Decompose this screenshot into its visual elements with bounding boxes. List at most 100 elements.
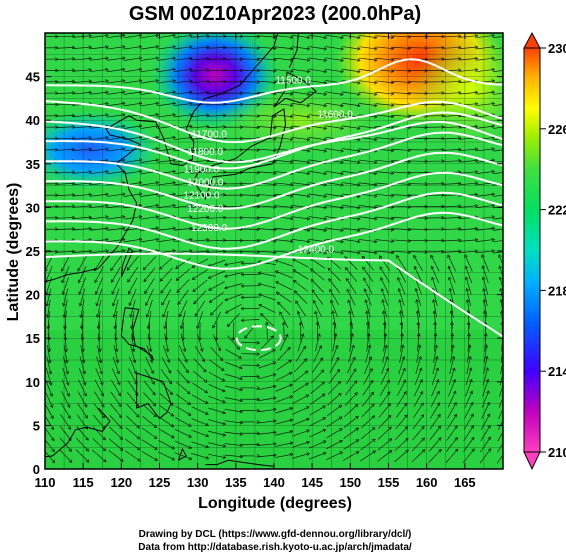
streamline-arrow — [189, 79, 193, 83]
streamline-arrow — [100, 392, 104, 397]
streamline-arrow — [189, 101, 193, 106]
streamline-arrow — [224, 297, 229, 302]
streamline-arrow — [66, 404, 71, 408]
streamline-segment — [411, 449, 426, 463]
streamline-segment — [297, 311, 304, 329]
streamline-arrow — [437, 437, 442, 441]
streamline-segment — [61, 255, 71, 272]
streamline-arrow — [172, 147, 176, 151]
streamline-segment — [309, 257, 326, 269]
streamline-segment — [123, 102, 142, 107]
y-tick-label: 0 — [33, 462, 40, 477]
streamline-arrow — [288, 371, 293, 376]
streamline-segment — [293, 370, 308, 383]
streamline-arrow — [373, 216, 378, 221]
streamline-segment — [450, 310, 453, 329]
streamline-arrow — [453, 390, 457, 395]
streamline-arrow — [323, 182, 328, 187]
streamline-arrow — [189, 192, 193, 197]
streamline-arrow — [351, 344, 355, 349]
streamline-segment — [258, 250, 277, 253]
streamline-segment — [325, 148, 344, 152]
contour-label: 12300.0 — [191, 223, 228, 234]
streamline-arrow — [508, 113, 511, 116]
streamline-segment — [375, 171, 394, 174]
streamline-arrow — [172, 237, 176, 242]
streamline-arrow — [355, 415, 359, 420]
coastline — [120, 247, 134, 278]
streamline-segment — [327, 381, 341, 395]
streamline-arrow — [222, 136, 227, 141]
streamline-arrow — [368, 356, 373, 360]
streamline-segment — [295, 300, 306, 317]
streamline-arrow — [55, 181, 59, 186]
streamline-segment — [497, 431, 503, 442]
streamline-arrow — [474, 68, 479, 72]
coastline — [98, 33, 279, 269]
streamline-arrow — [468, 355, 472, 360]
streamline-segment — [56, 69, 75, 72]
streamline-arrow — [205, 411, 209, 416]
streamline-arrow — [407, 182, 412, 187]
streamline-arrow — [162, 313, 166, 318]
streamline-arrow — [61, 279, 65, 284]
streamline-segment — [81, 333, 84, 352]
streamline-segment — [292, 394, 309, 404]
streamline-segment — [159, 404, 174, 417]
streamline-arrow — [321, 381, 325, 386]
streamline-arrow — [120, 458, 124, 462]
streamline-segment — [190, 250, 209, 253]
streamline-arrow — [96, 314, 100, 319]
streamline-arrow — [467, 332, 471, 337]
streamline-arrow — [273, 193, 277, 198]
streamline-arrow — [441, 147, 445, 152]
streamline-arrow — [415, 299, 419, 303]
streamline-segment — [342, 80, 361, 84]
streamline-arrow — [469, 378, 473, 383]
streamline-arrow — [155, 33, 160, 38]
streamline-segment — [275, 407, 293, 414]
streamline-segment — [113, 299, 119, 318]
streamline-segment — [275, 372, 293, 382]
streamline-arrow — [88, 215, 93, 220]
streamline-arrow — [474, 192, 479, 197]
contour-label: 12000.0 — [187, 178, 224, 189]
streamline-segment — [110, 403, 122, 418]
streamline-arrow — [194, 313, 198, 317]
streamline-arrow — [122, 101, 126, 106]
streamline-arrow — [222, 125, 227, 129]
streamline-arrow — [371, 403, 375, 408]
streamline-arrow — [186, 380, 190, 384]
streamline-arrow — [210, 312, 214, 316]
streamline-arrow — [119, 436, 124, 440]
streamline-segment — [62, 367, 69, 386]
streamline-segment — [192, 382, 208, 394]
streamline-arrow — [441, 45, 445, 50]
streamline-segment — [258, 148, 277, 151]
streamline-segment — [90, 57, 109, 61]
streamline-arrow — [322, 428, 327, 433]
streamline-segment — [396, 255, 407, 271]
streamline-segment — [308, 193, 327, 197]
streamline-segment — [266, 322, 268, 341]
streamline-segment — [191, 453, 209, 459]
streamline-segment — [90, 114, 109, 118]
streamline-arrow — [487, 436, 491, 441]
streamline-segment — [174, 57, 193, 61]
streamline-segment — [178, 300, 188, 317]
streamline-segment — [157, 34, 176, 39]
streamline-segment — [343, 416, 359, 428]
streamline-segment — [123, 148, 142, 152]
streamline-arrow — [390, 103, 395, 107]
streamline-arrow — [71, 113, 76, 118]
streamline-segment — [358, 239, 377, 243]
streamline-segment — [464, 402, 474, 419]
streamline-arrow — [71, 136, 76, 141]
streamline-segment — [394, 449, 409, 463]
streamline-segment — [380, 277, 389, 295]
streamline-arrow — [273, 159, 277, 164]
streamline-arrow — [256, 125, 261, 130]
streamline-arrow — [508, 136, 511, 139]
streamline-segment — [241, 126, 260, 128]
streamline-segment — [111, 379, 121, 396]
